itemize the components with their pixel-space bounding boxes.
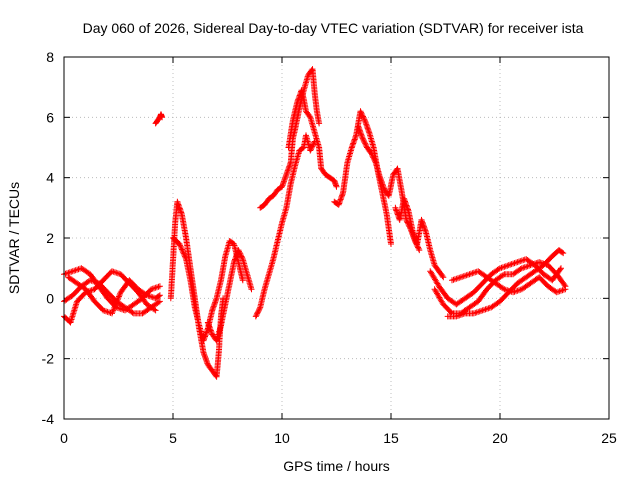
series-track-e bbox=[152, 111, 166, 127]
series-track-j bbox=[257, 66, 323, 211]
axis-ticks: 0 5 10 15 20 25 -4 -2 0 2 4 6 8 bbox=[42, 49, 617, 446]
y-tick-label: 0 bbox=[46, 290, 54, 306]
series-markers bbox=[252, 132, 318, 320]
x-tick-label: 10 bbox=[274, 430, 290, 446]
y-tick-label: 8 bbox=[46, 49, 54, 65]
x-tick-label: 0 bbox=[60, 430, 68, 446]
chart-title: Day 060 of 2026, Sidereal Day-to-day VTE… bbox=[83, 20, 584, 36]
y-axis-label: SDTVAR / TECUs bbox=[6, 182, 22, 294]
y-tick-label: 2 bbox=[46, 230, 54, 246]
plot-frame bbox=[63, 56, 610, 420]
series-markers bbox=[449, 268, 569, 296]
y-tick-label: 4 bbox=[46, 170, 54, 186]
y-tick-label: 6 bbox=[46, 109, 54, 125]
series-markers bbox=[152, 111, 166, 127]
series-markers bbox=[65, 274, 163, 317]
series-track-d bbox=[65, 274, 163, 317]
series-track-i bbox=[252, 132, 318, 320]
x-tick-label: 25 bbox=[601, 430, 617, 446]
x-tick-label: 20 bbox=[492, 430, 508, 446]
x-tick-label: 5 bbox=[169, 430, 177, 446]
data-points bbox=[61, 66, 569, 380]
y-tick-label: -4 bbox=[42, 411, 55, 427]
series-markers bbox=[444, 247, 567, 320]
y-tick-label: -2 bbox=[42, 351, 55, 367]
series-markers bbox=[392, 195, 447, 281]
grid-lines bbox=[64, 57, 609, 419]
series-markers bbox=[257, 66, 323, 211]
series-markers bbox=[204, 247, 255, 344]
x-tick-label: 15 bbox=[383, 430, 399, 446]
series-track-k bbox=[285, 87, 340, 190]
x-axis-label: GPS time / hours bbox=[283, 458, 390, 474]
series-track-h bbox=[204, 247, 255, 344]
series-track-n bbox=[392, 195, 447, 281]
series-track-r bbox=[449, 268, 569, 296]
series-markers bbox=[285, 87, 340, 190]
series-track-q bbox=[444, 247, 567, 320]
